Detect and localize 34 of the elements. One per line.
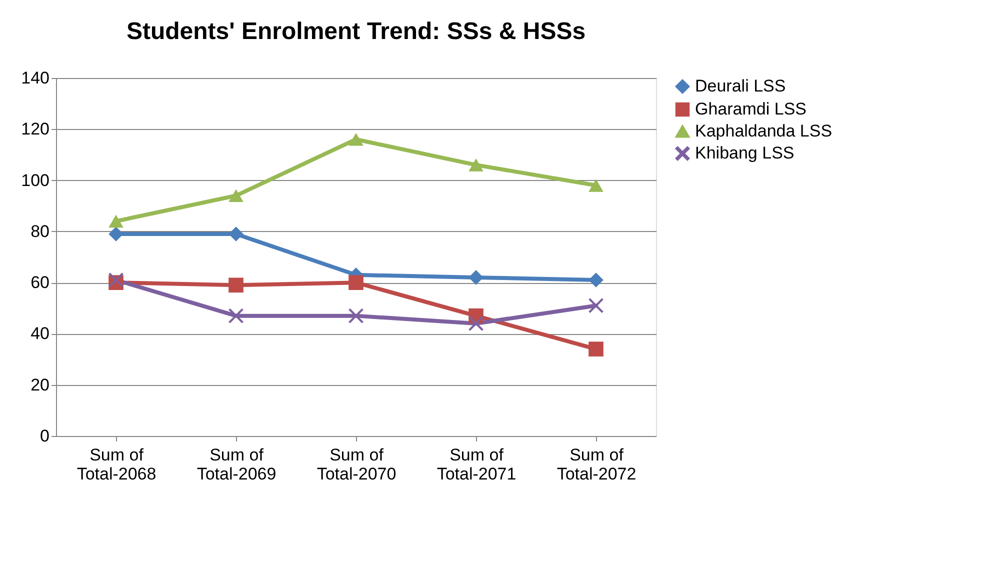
- point: [228, 189, 244, 202]
- legend-label: Kaphaldanda LSS: [695, 122, 832, 140]
- x-tick-label: Sum of Total-2071: [436, 446, 516, 484]
- y-tick-label: 80: [30, 222, 50, 241]
- x-tick-label: Sum of Total-2068: [76, 446, 156, 484]
- point: [588, 298, 604, 313]
- y-tick-label: 20: [30, 375, 50, 394]
- y-tick-label: 60: [30, 273, 50, 292]
- point: [348, 275, 364, 290]
- point: [588, 342, 604, 356]
- point: [468, 270, 484, 285]
- point: [588, 178, 604, 192]
- x-tick-label: Sum of Total-2072: [556, 446, 636, 484]
- point: [108, 226, 124, 242]
- point: [348, 308, 364, 324]
- chart-title: Students' Enrolment Trend: SSs & HSSs: [126, 18, 586, 45]
- y-tick-label: 0: [40, 426, 50, 446]
- y-tick-label: 140: [21, 68, 50, 88]
- point: [228, 226, 244, 242]
- point: [108, 214, 124, 228]
- point: [348, 132, 364, 146]
- point: [588, 272, 604, 288]
- point: [228, 308, 244, 324]
- x-tick-label: Sum of Total-2069: [196, 446, 276, 484]
- point: [468, 316, 484, 331]
- x-tick-label: Sum of Total-2070: [316, 446, 396, 484]
- y-tick-label: 40: [30, 324, 50, 344]
- y-tick-label: 100: [21, 170, 50, 190]
- legend-label: Gharamdi LSS: [695, 100, 806, 118]
- legend-label: Khibang LSS: [695, 144, 794, 162]
- y-tick-label: 120: [21, 120, 50, 139]
- point: [228, 278, 244, 293]
- legend-label: Deurali LSS: [695, 76, 786, 96]
- point: [468, 158, 484, 172]
